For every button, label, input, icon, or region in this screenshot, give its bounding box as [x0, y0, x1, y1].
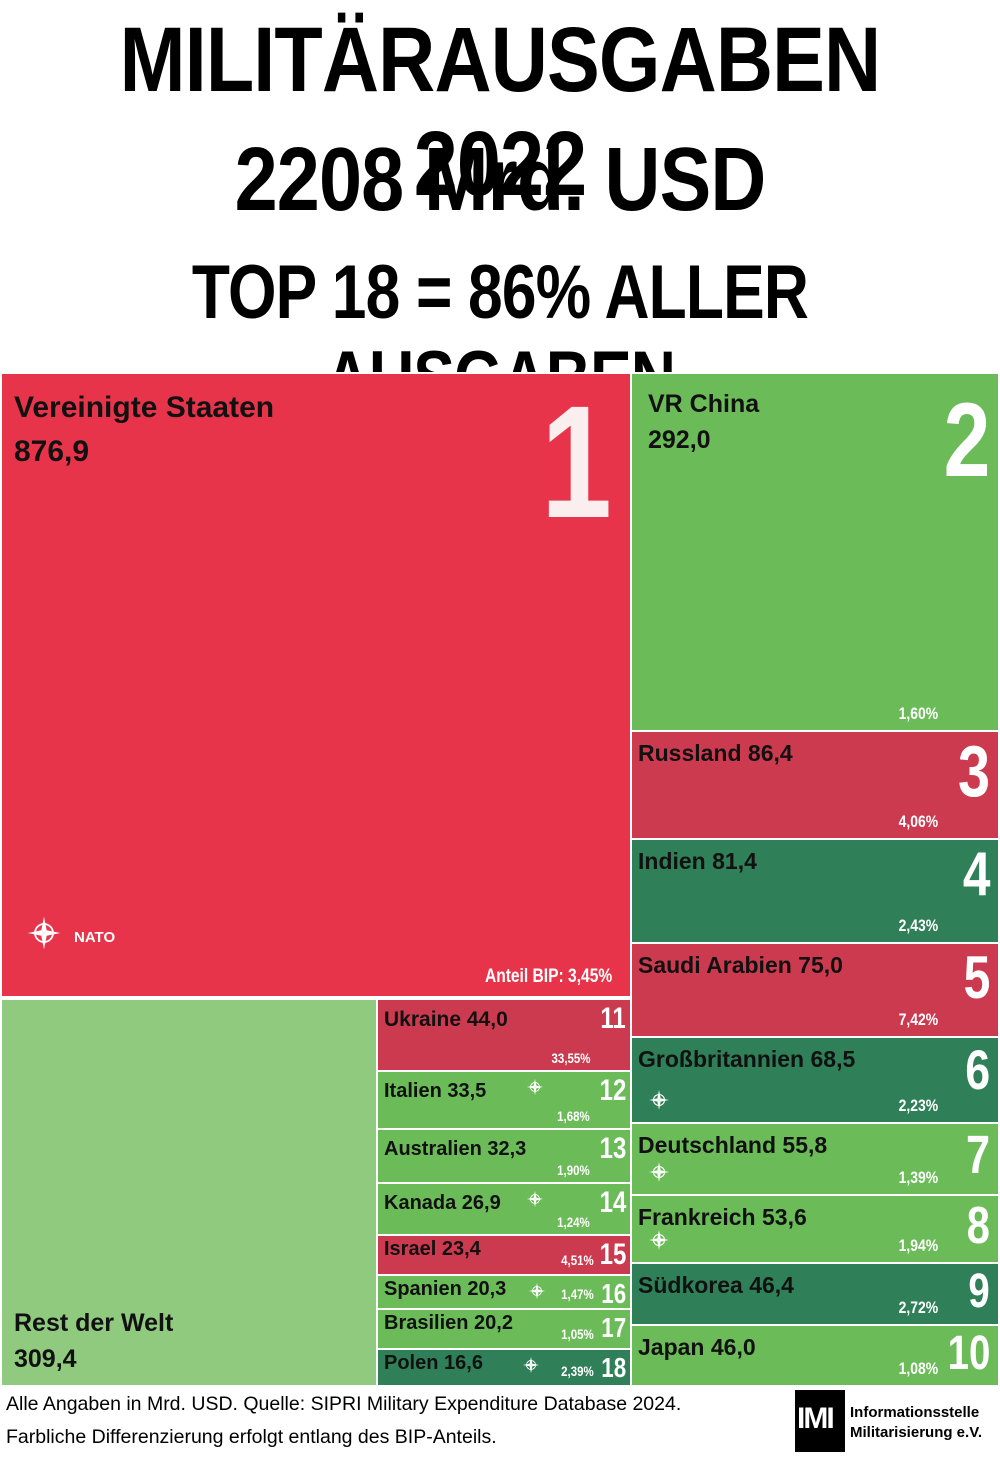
country-label: Spanien 20,3: [384, 1278, 507, 1300]
logo-line-1: Informationsstelle: [850, 1404, 980, 1421]
country-label: Vereinigte Staaten 876,9: [14, 386, 274, 473]
gdp-share: 4,06%: [898, 812, 938, 831]
imi-logo: IMI: [795, 1390, 845, 1452]
gdp-share: 1,94%: [898, 1236, 938, 1255]
rank-number: 13: [599, 1132, 626, 1165]
tile-rank-12: Italien 33,5 12 1,68%: [376, 1070, 632, 1130]
gdp-share: 33,55%: [551, 1050, 590, 1066]
gdp-share: Anteil BIP: 3,45%: [484, 966, 612, 987]
country-label: Südkorea 46,4: [638, 1272, 794, 1298]
country-label: Deutschland 55,8: [638, 1132, 828, 1158]
tile-rank-11: Ukraine 44,0 11 33,55%: [376, 998, 632, 1072]
spending-value: 292,0: [648, 426, 711, 455]
country-name: Rest der Welt: [14, 1309, 174, 1337]
gdp-share: 1,60%: [898, 704, 938, 723]
tile-rank-14: Kanada 26,9 14 1,24%: [376, 1182, 632, 1236]
tile-rank-1: Vereinigte Staaten 876,9 1 Anteil BIP: 3,45…: [0, 372, 632, 998]
nato-icon: [648, 1161, 670, 1188]
logo-mark-text: IMI: [797, 1402, 835, 1435]
total-spending: 2208 Mrd. USD: [234, 130, 767, 230]
gdp-share: 2,72%: [898, 1298, 938, 1317]
spending-value: 309,4: [14, 1345, 77, 1374]
country-label: Italien 33,5: [384, 1080, 487, 1102]
rank-number: 8: [966, 1197, 990, 1255]
rank-number: 11: [600, 1002, 626, 1035]
rank-number: 2: [943, 382, 990, 499]
rank-number: 9: [968, 1265, 990, 1318]
tile-rank-15: Israel 23,4 15 4,51%: [376, 1234, 632, 1276]
gdp-share: 2,43%: [898, 916, 938, 935]
nato-icon: [522, 1356, 540, 1379]
rank-number: 3: [957, 732, 990, 812]
nato-icon: [528, 1282, 546, 1305]
chart-title: MILITÄRAUSGABEN 2022: [119, 9, 882, 215]
tile-rank-4: Indien 81,4 4 2,43%: [630, 838, 1000, 944]
tile-rank-2: VR China 292,0 2 1,60%: [630, 372, 1000, 732]
gdp-share: 1,24%: [557, 1214, 590, 1230]
country-label: Japan 46,0: [638, 1334, 756, 1360]
logo-line-2: Militarisierung e.V.: [850, 1424, 982, 1441]
country-label: Saudi Arabien 75,0: [638, 952, 843, 978]
country-name: Vereinigte Staaten: [14, 391, 275, 424]
tile-rank-10: Japan 46,0 10 1,08%: [630, 1324, 1000, 1387]
rank-number: 10: [947, 1327, 990, 1380]
country-label: Frankreich 53,6: [638, 1204, 807, 1230]
gdp-share: 1,05%: [561, 1326, 594, 1342]
tile-rank-3: Russland 86,4 3 4,06%: [630, 730, 1000, 840]
country-label: Brasilien 20,2: [384, 1312, 513, 1334]
country-label: Russland 86,4: [638, 740, 793, 766]
country-label: VR China 292,0: [648, 386, 759, 459]
rank-number: 7: [965, 1125, 990, 1185]
gdp-share: 1,90%: [557, 1162, 590, 1178]
country-label: Kanada 26,9: [384, 1192, 501, 1214]
tile-rank-8: Frankreich 53,6 8 1,94%: [630, 1194, 1000, 1264]
gdp-share: 1,39%: [898, 1168, 938, 1187]
gdp-share: 4,51%: [561, 1252, 594, 1268]
nato-icon: [26, 915, 62, 956]
rank-number: 6: [965, 1038, 990, 1101]
tile-rank-5: Saudi Arabien 75,0 5 7,42%: [630, 942, 1000, 1038]
tile-rank-7: Deutschland 55,8 7 1,39%: [630, 1122, 1000, 1196]
rank-number: 4: [962, 840, 990, 909]
footer-note: Farbliche Differenzierung erfolgt entlan…: [6, 1426, 497, 1448]
tile-rank-13: Australien 32,3 13 1,90%: [376, 1128, 632, 1184]
country-label: Australien 32,3: [384, 1138, 527, 1160]
tile-rank-16: Spanien 20,3 16 1,47%: [376, 1274, 632, 1310]
gdp-share: 2,23%: [898, 1096, 938, 1115]
gdp-share: 1,68%: [557, 1108, 590, 1124]
tile-rank-6: Großbritannien 68,5 6 2,23%: [630, 1036, 1000, 1124]
footer-source: Alle Angaben in Mrd. USD. Quelle: SIPRI …: [6, 1393, 682, 1415]
rank-number: 17: [601, 1312, 626, 1343]
rank-number: 5: [963, 944, 990, 1011]
rank-number: 1: [540, 372, 612, 551]
treemap: Vereinigte Staaten 876,9 1 Anteil BIP: 3,45…: [0, 372, 1000, 1387]
rank-number: 15: [599, 1238, 626, 1271]
nato-icon: [526, 1190, 544, 1213]
tile-rank-9: Südkorea 46,4 9 2,72%: [630, 1262, 1000, 1326]
gdp-share: 2,39%: [561, 1363, 594, 1379]
gdp-share: 7,42%: [898, 1010, 938, 1029]
rank-number: 12: [599, 1074, 626, 1107]
country-label: Polen 16,6: [384, 1352, 483, 1374]
nato-icon: [648, 1229, 670, 1256]
country-name: VR China: [648, 390, 760, 418]
nato-icon: [648, 1089, 670, 1116]
tile-rank-17: Brasilien 20,2 17 1,05%: [376, 1308, 632, 1350]
rank-number: 16: [601, 1278, 626, 1309]
gdp-share: 1,08%: [898, 1359, 938, 1378]
country-label: Indien 81,4: [638, 848, 757, 874]
rank-number: 14: [599, 1186, 626, 1219]
tile-rank-18: Polen 16,6 18 2,39%: [376, 1348, 632, 1387]
country-label: Ukraine 44,0: [384, 1008, 508, 1031]
nato-label: NATO: [74, 929, 116, 946]
spending-value: 876,9: [14, 434, 90, 468]
tile-rest-of-world: Rest der Welt 309,4: [0, 998, 378, 1387]
country-label: Israel 23,4: [384, 1238, 481, 1260]
country-label: Großbritannien 68,5: [638, 1046, 856, 1072]
country-label: Rest der Welt 309,4: [14, 1305, 173, 1378]
rank-number: 18: [601, 1352, 626, 1383]
nato-icon: [526, 1078, 544, 1101]
gdp-share: 1,47%: [561, 1286, 594, 1302]
